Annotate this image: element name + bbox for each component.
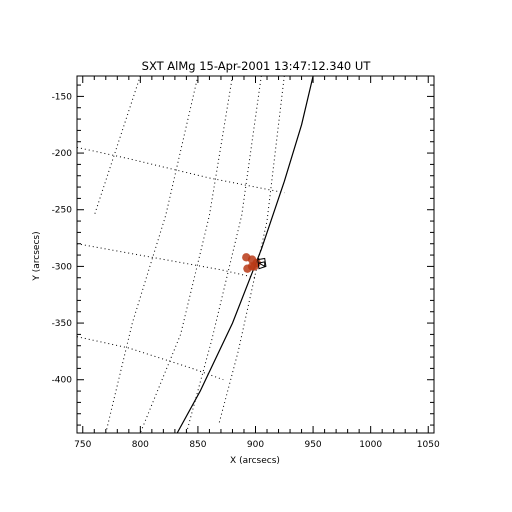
flare-source [242, 253, 267, 273]
x-tick-label: 1050 [417, 440, 440, 450]
x-tick-label: 1000 [359, 440, 382, 450]
x-tick-label: 750 [74, 440, 91, 450]
solar-limb [176, 75, 314, 434]
limb-curve [176, 75, 314, 434]
flare-point-5 [247, 262, 257, 271]
grid-line-3 [185, 75, 262, 434]
grid-line-6 [76, 243, 256, 279]
grid-line-0 [93, 75, 141, 216]
x-tick-label: 900 [247, 440, 264, 450]
grid-line-5 [76, 146, 285, 194]
flare-contour-1 [257, 261, 266, 268]
x-axis-label: X (arcsecs) [230, 456, 280, 466]
y-tick-label: -250 [52, 206, 73, 216]
y-tick-label: -150 [52, 92, 73, 102]
axis-ticks: 750 800 850 900 950 1000 1050 -150 -200 -250 -300 -… [52, 76, 440, 450]
heliographic-grid [76, 75, 285, 434]
y-tick-label: -350 [52, 319, 73, 329]
x-tick-label: 850 [189, 440, 206, 450]
chart-title: SXT AlMg 15-Apr-2001 13:47:12.340 UT [142, 59, 372, 73]
y-tick-label: -300 [52, 262, 73, 272]
grid-line-2 [139, 75, 233, 434]
grid-line-4 [218, 75, 285, 426]
grid-line-7 [76, 336, 224, 381]
x-tick-label: 800 [132, 440, 149, 450]
y-axis-label: Y (arcsecs) [32, 231, 42, 281]
y-tick-label: -200 [52, 149, 73, 159]
y-tick-label: -400 [52, 376, 73, 386]
x-tick-label: 950 [304, 440, 321, 450]
grid-line-1 [105, 75, 199, 434]
plot-frame [76, 75, 435, 434]
flare-contour-0 [257, 257, 267, 270]
